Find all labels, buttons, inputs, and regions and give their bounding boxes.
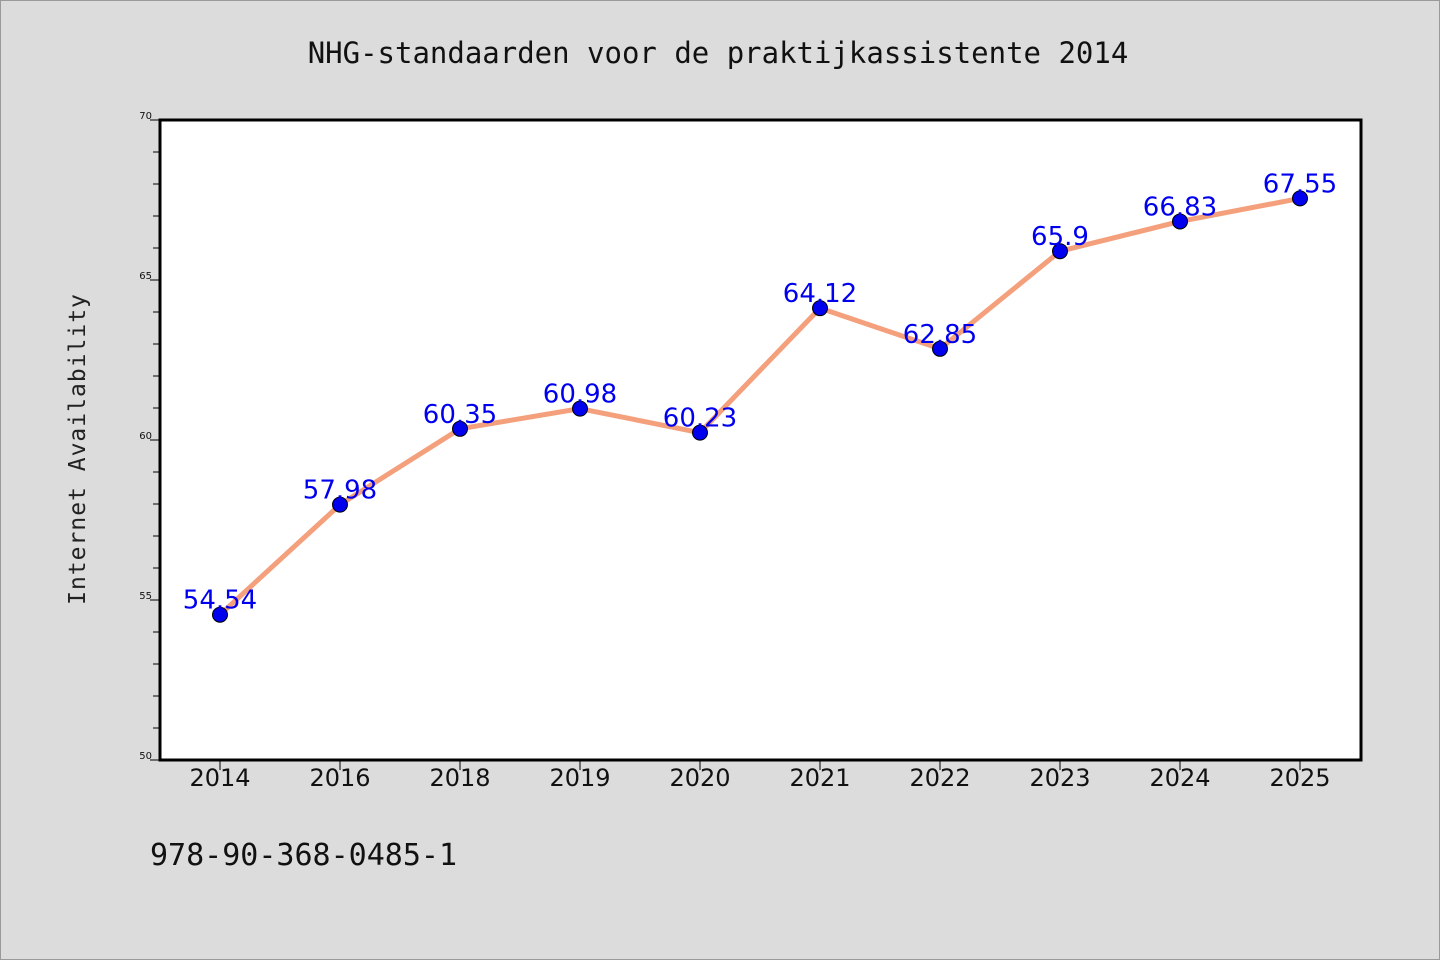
data-point: [692, 424, 708, 441]
y-tick-label: 50: [139, 751, 152, 762]
x-tick-label: 2024: [1149, 764, 1210, 792]
y-tick-label: 60: [139, 431, 152, 442]
x-tick-label: 2023: [1029, 764, 1090, 792]
data-point: [452, 420, 468, 437]
data-label: 62.85: [903, 320, 977, 350]
x-tick-label: 2020: [669, 764, 730, 792]
data-label: 64.12: [783, 279, 857, 309]
series-line-group: [212, 190, 1308, 623]
isbn-footer: 978-90-368-0485-1: [150, 838, 457, 873]
y-axis-label: Internet Availability: [65, 293, 91, 605]
x-tick-label: 2019: [549, 764, 610, 792]
data-label: 60.23: [663, 404, 737, 434]
data-label: 57.98: [303, 476, 377, 506]
x-tick-label: 2018: [429, 764, 490, 792]
x-tick-label: 2021: [789, 764, 850, 792]
x-tick-label: 2014: [189, 764, 250, 792]
data-label: 60.98: [543, 380, 617, 410]
data-point: [1052, 243, 1068, 260]
data-label: 60.35: [423, 400, 497, 430]
data-point: [1172, 213, 1188, 230]
y-tick-label: 55: [139, 591, 152, 602]
data-label: 65.9: [1031, 222, 1089, 252]
data-label: 54.54: [183, 586, 257, 616]
y-axis-ticks: 50 55 60 65 70: [139, 111, 160, 762]
x-tick-label: 2022: [909, 764, 970, 792]
series-line: [217, 195, 1303, 618]
data-point: [332, 496, 348, 513]
data-point: [212, 606, 228, 623]
x-axis-ticks: 2014 2016 2018 2019 2020 2021 2022 2023 2024 2025: [189, 760, 1331, 792]
data-point: [572, 400, 588, 417]
data-point: [932, 340, 948, 357]
data-labels-group: 54.54 57.98 60.35 60.98 60.23 64.12 62.85 65.9 6…: [183, 169, 1337, 615]
data-point: [1292, 190, 1308, 207]
y-tick-label: 70: [139, 111, 152, 122]
data-label: 67.55: [1263, 169, 1337, 199]
y-tick-label: 65: [139, 271, 152, 282]
data-point: [812, 300, 828, 317]
x-tick-label: 2016: [309, 764, 370, 792]
chart-title: NHG-standaarden voor de praktijkassisten…: [308, 36, 1129, 70]
data-label: 66.83: [1143, 192, 1217, 222]
x-tick-label: 2025: [1269, 764, 1330, 792]
